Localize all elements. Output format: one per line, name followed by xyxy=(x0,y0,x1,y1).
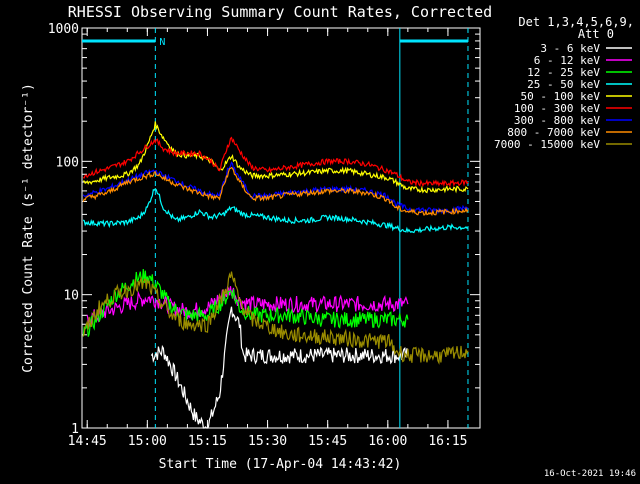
series-line-3 xyxy=(82,187,469,234)
x-tick-label: 15:15 xyxy=(188,434,227,449)
y-tick-label: 100 xyxy=(56,155,79,170)
y-tick-label: 10 xyxy=(63,289,79,304)
plot-layer: 14:45 15:00 15:15 15:30 15:45 16:00 16:15 1 10 10… xyxy=(48,22,481,449)
y-tick-label: 1000 xyxy=(48,22,79,37)
x-tick-label: 15:00 xyxy=(128,434,167,449)
x-tick-label: 14:45 xyxy=(68,434,107,449)
series-line-6 xyxy=(82,161,469,215)
x-tick-label: 16:00 xyxy=(368,434,407,449)
x-tick-label: 15:45 xyxy=(308,434,347,449)
legend-header-line1: Det 1,3,4,5,6,9, xyxy=(518,15,634,29)
legend-header-line2: Att 0 xyxy=(578,27,614,41)
series-line-5 xyxy=(83,136,469,188)
y-tick-label: 1 xyxy=(71,422,79,437)
timestamp-label: 16-Oct-2021 19:46 xyxy=(544,469,636,479)
x-axis-label: Start Time (17-Apr-04 14:43:42) xyxy=(159,457,402,472)
chart-title: RHESSI Observing Summary Count Rates, Co… xyxy=(68,3,492,21)
legend-label-7: 800 - 7000 keV xyxy=(507,126,600,139)
legend-label-8: 7000 - 15000 keV xyxy=(494,138,600,151)
x-tick-label: 16:15 xyxy=(428,434,467,449)
y-axis-label: Corrected Count Rate (s⁻¹ detector⁻¹) xyxy=(21,83,36,373)
legend-label-0: 3 - 6 keV xyxy=(540,42,600,55)
series-line-2 xyxy=(82,269,409,337)
series-line-0 xyxy=(150,306,409,429)
night-label: N xyxy=(159,37,165,48)
legend-label-4: 50 - 100 keV xyxy=(521,90,601,103)
legend-label-3: 25 - 50 keV xyxy=(527,78,600,91)
legend-label-2: 12 - 25 keV xyxy=(527,66,600,79)
series-line-8 xyxy=(82,271,469,365)
series-line-1 xyxy=(86,286,409,328)
legend-label-6: 300 - 800 keV xyxy=(514,114,600,127)
legend-label-5: 100 - 300 keV xyxy=(514,102,600,115)
series-line-4 xyxy=(83,121,469,194)
legend-label-1: 6 - 12 keV xyxy=(534,54,601,67)
plot-frame xyxy=(81,27,481,429)
x-tick-label: 15:30 xyxy=(248,434,287,449)
series-line-7 xyxy=(82,166,469,217)
